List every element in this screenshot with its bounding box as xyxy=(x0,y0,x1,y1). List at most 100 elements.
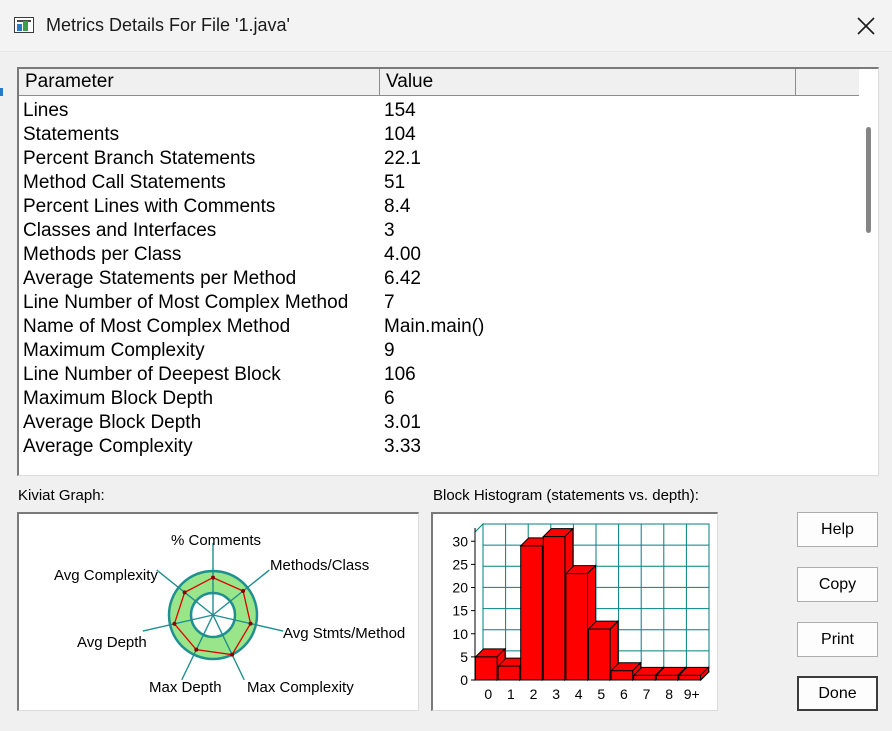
kiviat-axis xyxy=(212,614,284,632)
y-tick-label: 15 xyxy=(452,603,468,619)
table-row[interactable]: Average Block Depth 3.01 xyxy=(19,412,860,436)
value-cell: 3 xyxy=(384,220,395,241)
close-button[interactable] xyxy=(840,0,892,52)
kiviat-profile-point xyxy=(230,652,235,657)
vertical-scrollbar[interactable] xyxy=(859,69,878,475)
parameter-cell: Statements xyxy=(23,124,120,145)
scrollbar-thumb[interactable] xyxy=(866,127,871,233)
kiviat-profile-point xyxy=(182,590,187,595)
x-tick-label: 4 xyxy=(575,686,583,702)
parameter-cell: Average Statements per Method xyxy=(23,268,297,289)
y-tick-label: 25 xyxy=(452,556,468,572)
window-title: Metrics Details For File '1.java' xyxy=(46,15,290,35)
x-tick-label: 9+ xyxy=(684,686,700,702)
column-header-filler xyxy=(796,69,860,95)
kiviat-axis xyxy=(212,614,245,681)
parameter-cell: Average Complexity xyxy=(23,436,193,457)
table-row[interactable]: Method Call Statements 51 xyxy=(19,172,860,196)
y-tick-label: 30 xyxy=(452,533,468,549)
value-cell: Main.main() xyxy=(384,316,485,337)
y-tick-label: 0 xyxy=(460,672,468,688)
list-header: Parameter Value xyxy=(19,69,860,96)
parameter-cell: Percent Branch Statements xyxy=(23,148,256,169)
y-tick-label: 5 xyxy=(460,649,468,665)
parameter-cell: Percent Lines with Comments xyxy=(23,196,276,217)
x-tick-label: 2 xyxy=(530,686,538,702)
kiviat-axis xyxy=(142,614,214,632)
x-tick-label: 3 xyxy=(552,686,560,702)
app-icon xyxy=(14,17,34,33)
value-cell: 22.1 xyxy=(384,148,421,169)
done-button[interactable]: Done xyxy=(797,676,878,711)
kiviat-graph-label: Kiviat Graph: xyxy=(18,487,105,504)
histogram-bar xyxy=(587,619,620,682)
x-tick-label: 5 xyxy=(597,686,605,702)
parameter-cell: Method Call Statements xyxy=(23,172,226,193)
table-row[interactable]: Methods per Class 4.00 xyxy=(19,244,860,268)
parameter-cell: Maximum Block Depth xyxy=(23,388,214,409)
parameter-cell: Line Number of Deepest Block xyxy=(23,364,281,385)
value-cell: 6 xyxy=(384,388,395,409)
kiviat-axis xyxy=(212,569,270,616)
table-row[interactable]: Average Complexity 3.33 xyxy=(19,436,860,460)
table-row[interactable]: Percent Lines with Comments 8.4 xyxy=(19,196,860,220)
help-button[interactable]: Help xyxy=(797,512,878,547)
parameter-cell: Methods per Class xyxy=(23,244,182,265)
kiviat-axis-label: Max Depth xyxy=(149,679,222,696)
table-row[interactable]: Statements 104 xyxy=(19,124,860,148)
window-edge-accent xyxy=(0,88,3,96)
kiviat-profile-point xyxy=(241,588,246,593)
table-row[interactable]: Percent Branch Statements 22.1 xyxy=(19,148,860,172)
parameter-cell: Classes and Interfaces xyxy=(23,220,217,241)
copy-button[interactable]: Copy xyxy=(797,567,878,602)
parameter-cell: Name of Most Complex Method xyxy=(23,316,291,337)
x-tick-label: 6 xyxy=(620,686,628,702)
close-icon xyxy=(857,17,875,35)
value-cell: 8.4 xyxy=(384,196,411,217)
kiviat-axis-label: Avg Stmts/Method xyxy=(283,625,405,642)
kiviat-profile-point xyxy=(248,621,253,626)
kiviat-graph: % Comments Methods/Class Avg Stmts/Method M… xyxy=(54,532,405,696)
value-cell: 4.00 xyxy=(384,244,421,265)
column-header-parameter[interactable]: Parameter xyxy=(19,69,380,95)
value-cell: 154 xyxy=(384,100,416,121)
value-cell: 106 xyxy=(384,364,416,385)
kiviat-axis-label: Avg Depth xyxy=(77,634,147,651)
kiviat-profile-point xyxy=(211,575,215,580)
metrics-list[interactable]: Parameter Value Lines 154 Statements 104 Per… xyxy=(17,67,879,476)
kiviat-axis-label: % Comments xyxy=(171,532,261,549)
table-row[interactable]: Classes and Interfaces 3 xyxy=(19,220,860,244)
table-row[interactable]: Line Number of Deepest Block 106 xyxy=(19,364,860,388)
table-row[interactable]: Line Number of Most Complex Method 7 xyxy=(19,292,860,316)
parameter-cell: Average Block Depth xyxy=(23,412,202,433)
kiviat-axis-label: Methods/Class xyxy=(270,557,369,574)
kiviat-profile xyxy=(173,576,252,656)
column-header-value[interactable]: Value xyxy=(380,69,796,95)
kiviat-normal-band xyxy=(169,571,257,659)
print-button[interactable]: Print xyxy=(797,622,878,657)
table-row[interactable]: Average Statements per Method 6.42 xyxy=(19,268,860,292)
kiviat-axis-label: Avg Complexity xyxy=(54,567,158,584)
kiviat-axis xyxy=(181,614,214,681)
title-bar: Metrics Details For File '1.java' xyxy=(0,0,892,52)
parameter-cell: Line Number of Most Complex Method xyxy=(23,292,349,313)
table-row[interactable]: Name of Most Complex Method Main.main() xyxy=(19,316,860,340)
value-cell: 9 xyxy=(384,340,395,361)
histogram-bar xyxy=(655,666,688,682)
block-histogram-label: Block Histogram (statements vs. depth): xyxy=(433,487,699,504)
value-cell: 3.33 xyxy=(384,436,421,457)
kiviat-axis-label: Max Complexity xyxy=(247,679,354,696)
list-rows: Lines 154 Statements 104 Percent Branch Stat… xyxy=(19,100,860,460)
block-histogram-panel: 0 5 10 15 20 25 30 0 1 2 3 4 5 6 7 8 9+ xyxy=(431,512,718,711)
value-cell: 7 xyxy=(384,292,395,313)
table-row[interactable]: Maximum Block Depth 6 xyxy=(19,388,860,412)
value-cell: 51 xyxy=(384,172,406,193)
table-row[interactable]: Maximum Complexity 9 xyxy=(19,340,860,364)
table-row[interactable]: Lines 154 xyxy=(19,100,860,124)
y-tick-label: 20 xyxy=(452,580,468,596)
x-tick-label: 1 xyxy=(507,686,515,702)
histogram-bar xyxy=(677,666,710,682)
x-tick-label: 7 xyxy=(643,686,651,702)
histogram-bar xyxy=(609,661,642,682)
